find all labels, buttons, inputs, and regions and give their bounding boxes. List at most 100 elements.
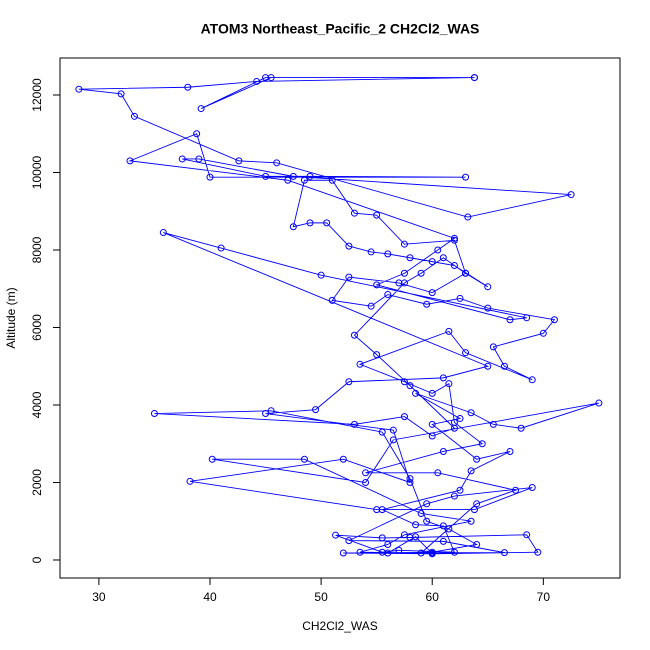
data-point [470, 74, 478, 82]
data-point [445, 525, 453, 533]
data-point [384, 540, 392, 548]
data-point [306, 172, 314, 180]
data-point [400, 531, 408, 539]
data-point [406, 382, 414, 390]
data-point [473, 455, 481, 463]
data-point [528, 484, 536, 492]
x-tick-label: 70 [537, 590, 551, 604]
data-point [126, 157, 134, 165]
data-point [434, 469, 442, 477]
data-point [206, 173, 214, 181]
data-point [439, 447, 447, 455]
x-tick-label: 30 [92, 590, 106, 604]
data-point [445, 327, 453, 335]
data-line [78, 77, 600, 555]
data-point [339, 455, 347, 463]
data-point [328, 296, 336, 304]
data-point [400, 378, 408, 386]
data-point [439, 522, 447, 530]
data-point [567, 191, 575, 199]
data-point [345, 378, 353, 386]
data-point [289, 172, 297, 180]
data-point [312, 406, 320, 414]
data-point [184, 83, 192, 91]
data-point [378, 506, 386, 514]
data-point [406, 478, 414, 486]
data-point [339, 549, 347, 557]
data-point [400, 279, 408, 287]
x-axis-label: CH2Cl2_WAS [302, 619, 378, 633]
data-point [384, 250, 392, 258]
data-point [362, 469, 370, 477]
data-point [373, 211, 381, 219]
data-point [484, 304, 492, 312]
data-point [423, 517, 431, 525]
data-point [550, 316, 558, 324]
data-point [478, 440, 486, 448]
data-point [534, 548, 542, 556]
data-point [186, 477, 194, 485]
data-point [456, 294, 464, 302]
data-point [332, 531, 340, 539]
data-point [284, 176, 292, 184]
data-point [464, 213, 472, 221]
data-point [439, 537, 447, 545]
data-point [267, 407, 275, 415]
y-tick-label: 0 [30, 556, 44, 563]
data-point [428, 432, 436, 440]
data-point [389, 426, 397, 434]
data-point [262, 410, 270, 418]
data-point [523, 531, 531, 539]
data-point [300, 455, 308, 463]
data-point [434, 246, 442, 254]
y-tick-label: 10000 [30, 155, 44, 189]
data-point [362, 478, 370, 486]
data-point [150, 410, 158, 418]
data-point [412, 389, 420, 397]
data-point [412, 533, 420, 541]
data-point [356, 548, 364, 556]
data-point [512, 486, 520, 494]
data-point [378, 428, 386, 436]
data-point [159, 229, 167, 237]
data-point [462, 173, 470, 181]
data-point [406, 475, 414, 483]
data-point [350, 209, 358, 217]
data-point [400, 269, 408, 277]
data-point [428, 549, 436, 557]
y-tick-label: 2000 [30, 469, 44, 496]
data-point [484, 283, 492, 291]
data-point [412, 521, 420, 529]
data-point [317, 271, 325, 279]
data-point [328, 176, 336, 184]
data-point [500, 362, 508, 370]
data-point [75, 85, 83, 93]
data-point [428, 258, 436, 266]
data-point [450, 234, 458, 242]
y-tick-label: 12000 [30, 78, 44, 112]
chart-title: ATOM3 Northeast_Pacific_2 CH2Cl2_WAS [201, 21, 480, 37]
data-point [345, 537, 353, 545]
data-point [345, 273, 353, 281]
data-point [500, 549, 508, 557]
data-point [506, 447, 514, 455]
y-tick-label: 4000 [30, 391, 44, 418]
x-tick-label: 60 [426, 590, 440, 604]
data-point [289, 223, 297, 231]
data-point [445, 380, 453, 388]
data-point [400, 413, 408, 421]
data-point [373, 351, 381, 359]
data-point [350, 331, 358, 339]
data-point [489, 420, 497, 428]
data-point [197, 105, 205, 113]
data-point [306, 219, 314, 227]
data-point [450, 548, 458, 556]
data-point [428, 289, 436, 297]
data-point [384, 291, 392, 299]
data-point [450, 424, 458, 432]
data-point [517, 424, 525, 432]
data-point [428, 389, 436, 397]
y-axis-label: Altitude (m) [4, 287, 18, 348]
data-point [428, 420, 436, 428]
